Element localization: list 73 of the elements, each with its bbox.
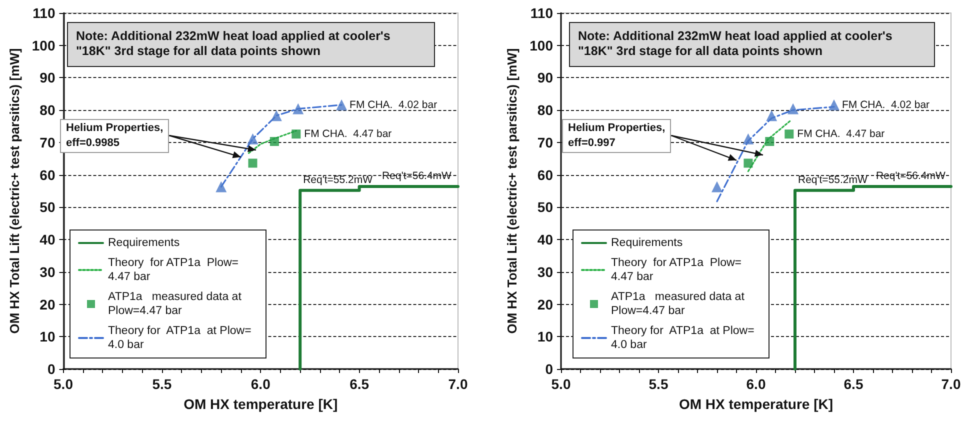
legend-label: ATP1a measured data at Plow=4.47 bar <box>611 291 748 317</box>
annotation: Note: Additional 232mW heat load applied at cooler's "18K" 3rd stage for all data points shown <box>76 29 392 59</box>
point <box>784 130 794 139</box>
point <box>216 181 227 192</box>
y-tick-label: 30 <box>537 264 554 280</box>
annotation: Helium Properties, eff=0.997 <box>568 121 666 151</box>
annotation: Helium Properties, eff=0.9985 <box>66 121 164 151</box>
point <box>336 99 348 110</box>
point <box>712 181 722 192</box>
annotation: FM CHA. 4.47 bar <box>797 128 886 140</box>
y-tick-label: 20 <box>40 296 56 312</box>
y-tick-label: 50 <box>40 199 56 216</box>
y-tick-label: 110 <box>32 5 56 21</box>
y-tick-label: 0 <box>47 361 56 377</box>
y-tick-label: 10 <box>537 328 554 345</box>
y-tick-label: 110 <box>530 5 554 21</box>
x-axis-title: OM HX temperature [K] <box>184 396 338 412</box>
legend-label: Theory for ATP1a Plow= 4.47 bar <box>611 257 745 283</box>
legend-label: Theory for ATP1a at Plow= 4.0 bar <box>108 325 254 351</box>
annotation: Req't=55.2mW <box>303 174 373 186</box>
y-tick-label: 70 <box>40 134 56 150</box>
x-tick-label: 6.0 <box>746 376 766 392</box>
annotation: FM CHA. 4.47 bar <box>304 128 392 140</box>
point <box>765 136 774 146</box>
point <box>270 136 279 146</box>
y-tick-label: 60 <box>537 166 554 183</box>
x-axis-title: OM HX temperature [K] <box>678 396 834 412</box>
y-axis-title: OM HX Total Lift (electric+ test parsitics) [mW] <box>7 48 22 334</box>
point <box>788 103 799 114</box>
point <box>292 130 301 139</box>
annotation: Req't=56.4mW <box>382 170 452 182</box>
y-tick-label: 30 <box>40 264 56 280</box>
y-tick-label: 80 <box>537 102 554 118</box>
point <box>828 99 840 110</box>
annotation: FM CHA. 4.02 bar <box>842 98 930 111</box>
point <box>247 133 258 144</box>
y-tick-label: 80 <box>40 102 56 118</box>
legend-label: Theory for ATP1a Plow= 4.47 bar <box>108 257 242 283</box>
x-tick-label: 7.0 <box>448 376 468 392</box>
point <box>766 110 778 122</box>
annotation: FM CHA. 4.02 bar <box>350 98 438 111</box>
y-tick-label: 20 <box>537 296 554 312</box>
point <box>742 133 754 144</box>
point <box>270 110 282 122</box>
legend-label: Requirements <box>611 237 683 249</box>
y-tick-label: 60 <box>40 166 56 183</box>
x-tick-label: 7.0 <box>941 376 961 392</box>
x-tick-label: 5.5 <box>648 376 668 392</box>
annotation: Note: Additional 232mW heat load applied at cooler's "18K" 3rd stage for all data points shown <box>578 29 894 59</box>
point <box>744 158 753 168</box>
y-tick-label: 90 <box>40 70 56 86</box>
x-tick-label: 6.5 <box>350 376 370 392</box>
x-tick-label: 5.0 <box>54 376 74 392</box>
legend-label: Theory for ATP1a at Plow= 4.0 bar <box>611 325 758 351</box>
point <box>248 158 258 168</box>
y-tick-label: 50 <box>537 199 554 216</box>
y-tick-label: 70 <box>537 134 554 150</box>
legend-label: Requirements <box>108 237 180 249</box>
y-tick-label: 90 <box>537 70 554 86</box>
y-axis-title: OM HX Total Lift (electric+ test parsitics) [mW] <box>504 48 520 334</box>
y-tick-label: 40 <box>537 232 554 248</box>
y-tick-label: 100 <box>32 37 56 54</box>
x-tick-label: 6.0 <box>250 376 271 392</box>
y-tick-label: 40 <box>40 232 56 248</box>
point <box>292 103 304 114</box>
x-tick-label: 5.5 <box>152 376 172 392</box>
y-tick-label: 10 <box>40 328 56 345</box>
x-tick-label: 6.5 <box>844 376 864 392</box>
x-tick-label: 5.0 <box>551 376 571 392</box>
legend-label: ATP1a measured data at Plow=4.47 bar <box>108 291 245 317</box>
y-tick-label: 0 <box>545 361 554 377</box>
y-tick-label: 100 <box>530 37 554 54</box>
annotation: Req't=55.2mW <box>798 174 868 186</box>
